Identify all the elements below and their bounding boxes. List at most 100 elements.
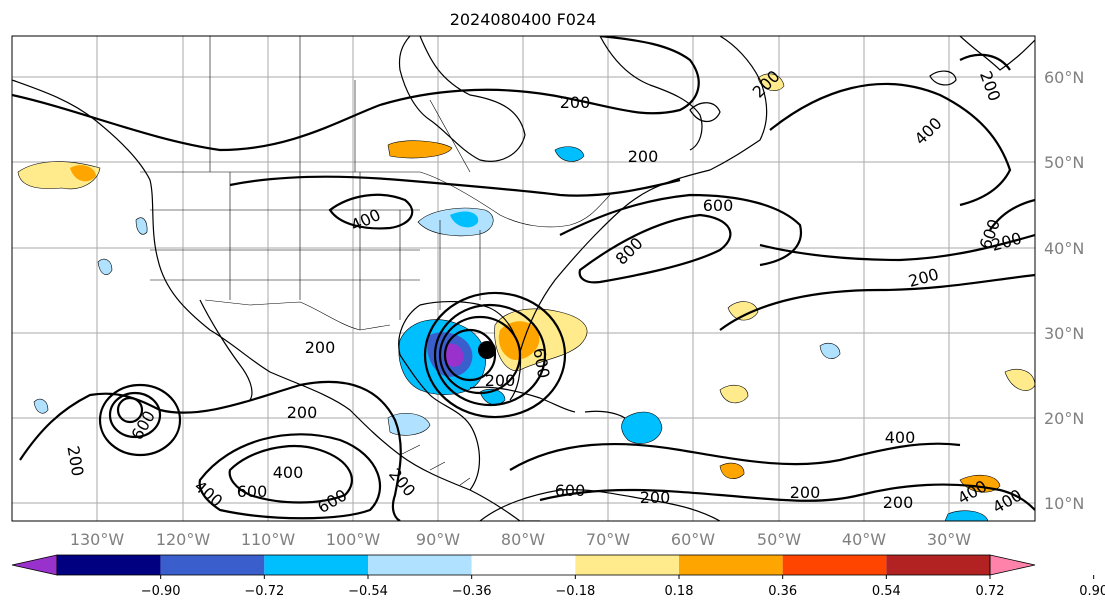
colorbar-swatch [57,555,161,575]
colorbar-tick-label: −0.90 [141,584,181,599]
contour-label: 600 [703,196,734,215]
contour-600-ring-4 [423,291,567,419]
colorbar-swatch [471,555,576,575]
positive-patch-gl [387,140,453,159]
contour-far-east-600 [989,198,1035,231]
colorbar-swatch [264,555,368,575]
us-mexico-border [204,299,391,331]
contour-caribbean-200 [539,483,1035,511]
contour-label: 200 [790,483,821,502]
negative-patch-mid-atl [819,342,841,359]
colorbar: −0.90 −0.72 −0.54 −0.36 −0.18 0.18 0.36 0.54 0.7… [11,554,1105,599]
coastline-hudson-bay [398,36,526,162]
contour-200-conus [229,175,681,197]
positive-patch-atl-2 [727,301,759,321]
contour-pacific-low-2 [108,391,162,439]
coastline-cuba [469,386,576,413]
positive-patch-florida-core [498,321,540,360]
coastline-baja [199,299,253,401]
lon-label: 40°W [842,530,886,549]
map-border [11,35,1036,522]
map-title: 2024080400 F024 [450,10,597,29]
negative-patch-pacific [97,258,113,275]
contour-600-ring-1 [443,328,497,382]
contour-600-ring-2 [438,315,522,395]
lat-label: 10°N [1044,494,1084,513]
central-america-borders [399,444,471,486]
coastline-hispaniola [584,410,626,419]
colorbar-tick-label: 0.72 [976,584,1005,599]
contour-atlantic-south [719,273,1035,331]
lon-label: 80°W [501,530,545,549]
lon-label: 110°W [241,530,296,549]
borders [140,36,611,486]
colorbar-swatch [575,555,679,575]
contour-label: 400 [273,463,304,482]
colorbar-extend-high [989,554,1036,576]
negative-patch-far-east [944,510,989,521]
lon-label: 120°W [156,530,211,549]
contour-label: 200 [640,488,671,507]
province-lines [209,36,471,173]
coastlines [12,36,1035,521]
negative-patch-east-pac [33,398,49,414]
lon-label: 70°W [586,530,630,549]
shaded-field [17,73,1035,521]
contour-label: 200 [883,493,914,512]
coastline-newfoundland [689,102,721,123]
contour-label: 200 [560,93,591,112]
longitude-labels: 130°W 120°W 110°W 100°W 90°W 80°W 70°W 6… [70,530,971,549]
lat-label: 60°N [1044,68,1084,87]
colorbar-swatch [782,555,887,575]
contour-label: 400 [885,428,916,447]
positive-patch-pacific-nw-core [70,165,96,182]
colorbar-tick-label: −0.72 [244,584,284,599]
positive-patch-newfoundland [757,73,785,91]
colorbar-tick-label: −0.36 [452,584,492,599]
contour-mexico-high [228,444,353,504]
contour-200-north [12,36,700,152]
us-canada-border [140,171,611,228]
colorbar-swatch [160,555,265,575]
contour-atlantic-200 [759,233,1035,262]
lat-label: 40°N [1044,239,1084,258]
colorbar-swatch [886,555,990,575]
coastline-labrador [599,36,703,151]
coastline-iceland [929,70,957,86]
lon-label: 100°W [326,530,381,549]
contour-200-south [19,380,402,521]
contour-600-ring-3 [433,303,547,407]
negative-patch-greatlakes-core [450,211,479,228]
contour-600-atlantic [559,193,803,267]
negative-patch-caribbean [621,411,663,444]
contour-pacific-low-3 [98,383,182,457]
contour-400-conus [328,193,414,230]
contour-label: 200 [628,147,659,166]
contour-400-atlantic [769,82,1012,207]
negative-patch-gulf-inner [444,343,464,367]
contour-iceland [959,53,1011,71]
contour-label: 200 [305,338,336,357]
contour-label: 200 [485,371,516,390]
colorbar-swatch [679,555,783,575]
colorbar-outline [56,554,991,576]
lon-label: 60°W [671,530,715,549]
contours [12,36,1035,521]
positive-patch-atl-1 [719,384,749,404]
contour-label: 600 [555,481,586,500]
colorbar-extend-low [11,554,58,576]
lon-label: 50°W [757,530,801,549]
positive-patch-atl-5 [719,462,745,479]
colorbar-tick-label: 0.36 [768,584,797,599]
lat-label: 20°N [1044,409,1084,428]
lon-label: 30°W [927,530,971,549]
contour-mexico-high-2 [198,433,382,520]
state-lines [150,172,481,330]
colorbar-swatch [368,555,472,575]
negative-patch-hudson [554,146,585,162]
colorbar-tick-label: −0.18 [555,584,595,599]
negative-patch-pacific-2 [135,217,148,235]
contour-label: 200 [287,403,318,422]
lon-label: 130°W [70,530,125,549]
positive-patch-atl-3 [1004,369,1035,391]
